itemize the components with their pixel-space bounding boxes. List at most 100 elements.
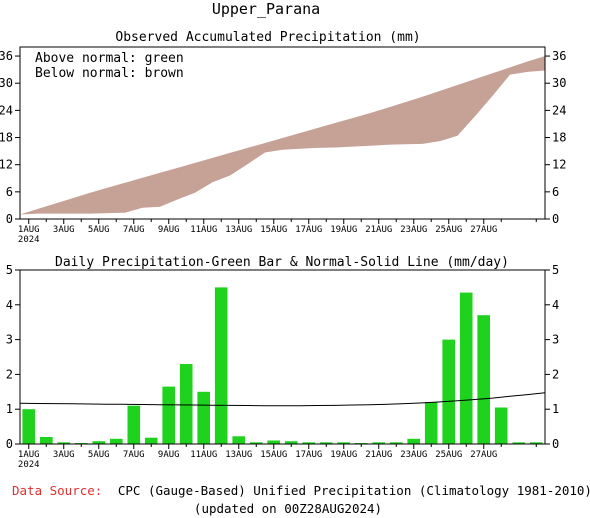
daily-xlabel: 15AUG xyxy=(260,450,287,460)
legend-below-normal: Below normal: brown xyxy=(35,66,184,81)
accum-ylabel-left: 18 xyxy=(0,131,13,145)
daily-bar xyxy=(214,287,228,444)
accum-xlabel: 3AUG xyxy=(53,225,75,235)
daily-ylabel-right: 1 xyxy=(552,402,559,416)
daily-bar xyxy=(127,405,141,444)
accum-frame xyxy=(19,46,546,220)
daily-ylabel-left: 2 xyxy=(6,367,13,381)
daily-bar xyxy=(477,315,490,444)
data-source-text: CPC (Gauge-Based) Unified Precipitation … xyxy=(118,483,590,498)
accum-ylabel-right: 12 xyxy=(552,158,566,172)
accum-xlabel: 7AUG xyxy=(123,225,145,235)
accum-ylabel-left: 24 xyxy=(0,103,13,117)
accum-plot-area: 0 0 6 6 12 12 18 18 24 24 30 30 36 36 1AUG 3AUG 5AUG 7AUG… xyxy=(0,46,566,245)
daily-ylabel-left: 4 xyxy=(6,298,13,312)
daily-bar xyxy=(530,442,543,444)
daily-bar xyxy=(232,436,245,444)
daily-ylabel-right: 5 xyxy=(552,263,559,277)
daily-xlabel: 17AUG xyxy=(295,450,322,460)
accum-xlabel: 17AUG xyxy=(295,225,322,235)
daily-xlabel: 23AUG xyxy=(400,450,427,460)
daily-ylabel-left: 3 xyxy=(6,333,13,347)
figure-title: Upper_Parana xyxy=(212,0,320,18)
accum-xlabel: 9AUG xyxy=(158,225,180,235)
below-normal-area xyxy=(20,56,545,215)
daily-bar xyxy=(162,386,175,444)
daily-bar xyxy=(337,442,350,444)
daily-bar xyxy=(459,292,473,444)
daily-panel-title: Daily Precipitation-Green Bar & Normal-S… xyxy=(55,255,509,270)
accum-xlabel: 23AUG xyxy=(400,225,427,235)
accum-xlabel: 13AUG xyxy=(225,225,252,235)
daily-xlabel: 11AUG xyxy=(190,450,217,460)
daily-xlabel: 3AUG xyxy=(53,450,75,460)
daily-bar xyxy=(319,442,333,444)
accum-xlabel: 21AUG xyxy=(365,225,392,235)
daily-ylabel-left: 5 xyxy=(6,263,13,277)
daily-xlabel: 5AUG xyxy=(88,450,110,460)
accum-ylabel-right: 30 xyxy=(552,76,566,90)
accum-ylabel-left: 6 xyxy=(6,185,13,199)
daily-bar xyxy=(302,442,315,444)
daily-bar xyxy=(179,364,193,444)
daily-xlabel: 13AUG xyxy=(225,450,252,460)
normal-line xyxy=(19,392,546,407)
daily-bar xyxy=(442,339,455,444)
accum-ylabel-right: 24 xyxy=(552,103,566,117)
accum-year-label: 2024 xyxy=(18,235,40,245)
accum-ylabel-left: 12 xyxy=(0,158,13,172)
accum-ylabel-right: 6 xyxy=(552,185,559,199)
daily-xlabel: 19AUG xyxy=(330,450,357,460)
daily-ylabel-left: 1 xyxy=(6,402,13,416)
accum-ylabel-right: 36 xyxy=(552,49,566,63)
daily-bar xyxy=(22,409,35,444)
daily-xlabel: 21AUG xyxy=(365,450,392,460)
daily-bar xyxy=(92,441,106,444)
daily-year-label: 2024 xyxy=(18,460,40,470)
daily-xlabel: 9AUG xyxy=(158,450,180,460)
accum-xlabel: 1AUG xyxy=(18,225,40,235)
daily-ylabel-right: 3 xyxy=(552,333,559,347)
daily-bar xyxy=(197,391,210,444)
daily-bar xyxy=(494,407,508,444)
daily-bar xyxy=(144,437,158,444)
accum-xlabel: 5AUG xyxy=(88,225,110,235)
data-source-label: Data Source: xyxy=(12,483,102,498)
daily-xlabel: 27AUG xyxy=(470,450,497,460)
daily-frame xyxy=(19,269,546,445)
accum-ylabel-right: 0 xyxy=(552,212,559,226)
daily-ylabel-right: 0 xyxy=(552,437,559,451)
accum-xlabel: 25AUG xyxy=(435,225,462,235)
daily-ylabel-right: 2 xyxy=(552,367,559,381)
daily-bar xyxy=(372,442,385,444)
daily-ylabel-right: 4 xyxy=(552,298,559,312)
daily-xlabel: 7AUG xyxy=(123,450,145,460)
daily-bar xyxy=(284,441,298,444)
legend-above-normal: Above normal: green xyxy=(35,51,184,66)
daily-bar xyxy=(389,442,403,444)
accum-xlabel: 19AUG xyxy=(330,225,357,235)
accum-panel-title: Observed Accumulated Precipitation (mm) xyxy=(115,30,420,45)
daily-bar xyxy=(424,402,438,444)
daily-bar xyxy=(249,442,263,444)
accum-xlabel: 27AUG xyxy=(470,225,497,235)
footer-updated: (updated on 00Z28AUG2024) xyxy=(194,501,382,516)
accum-ylabel-left: 0 xyxy=(6,212,13,226)
daily-bar xyxy=(40,437,53,444)
daily-bar xyxy=(110,438,123,444)
accum-ylabel-right: 18 xyxy=(552,131,566,145)
daily-xlabel: 25AUG xyxy=(435,450,462,460)
daily-bar xyxy=(57,442,71,444)
accum-xlabel: 15AUG xyxy=(260,225,287,235)
footer-source: Data Source: CPC (Gauge-Based) Unified P… xyxy=(12,483,590,498)
daily-bar xyxy=(512,442,526,444)
accum-xlabel: 11AUG xyxy=(190,225,217,235)
daily-bar xyxy=(267,440,280,444)
accum-ylabel-left: 36 xyxy=(0,49,13,63)
daily-ylabel-left: 0 xyxy=(6,437,13,451)
accum-ylabel-left: 30 xyxy=(0,76,13,90)
daily-bar xyxy=(407,438,420,444)
daily-xlabel: 1AUG xyxy=(18,450,40,460)
daily-plot-area: 0 0 1 1 2 2 3 3 4 4 5 5 1AUG 3AUG 5AUG 7AUG 9AUG 11AUG 13A… xyxy=(6,263,559,470)
